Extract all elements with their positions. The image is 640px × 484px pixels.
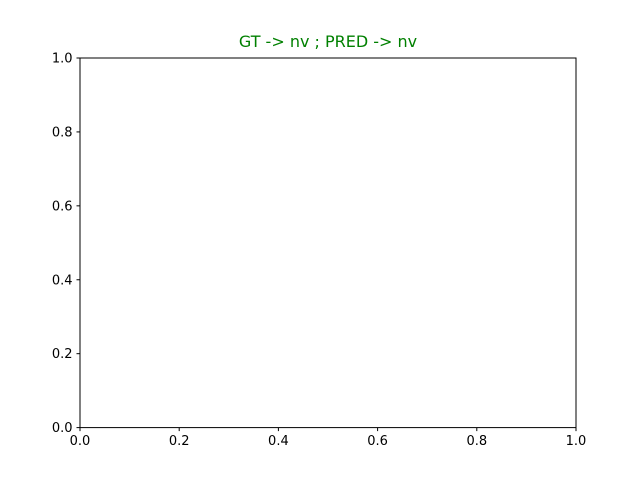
x-axis: 0.0 0.2 0.4 0.6 0.8 1.0 (70, 427, 587, 449)
y-tick-label: 0.0 (52, 421, 73, 436)
plot-area-frame (79, 57, 577, 429)
x-tick-label: 0.4 (268, 434, 289, 449)
chart-title: GT -> nv ; PRED -> nv (238, 32, 418, 51)
x-tick-label: 0.2 (169, 434, 190, 449)
x-tick-label: 0.8 (466, 434, 487, 449)
y-axis: 0.0 0.2 0.4 0.6 0.8 1.0 (52, 52, 80, 436)
y-tick-label: 0.8 (52, 125, 73, 140)
x-tick-label: 1.0 (566, 434, 587, 449)
x-tick-label: 0.6 (367, 434, 388, 449)
y-tick-label: 1.0 (52, 52, 73, 67)
y-tick-label: 0.6 (52, 199, 73, 214)
y-tick-label: 0.2 (52, 347, 73, 362)
y-tick-label: 0.4 (52, 273, 73, 288)
x-tick-label: 0.0 (70, 434, 91, 449)
